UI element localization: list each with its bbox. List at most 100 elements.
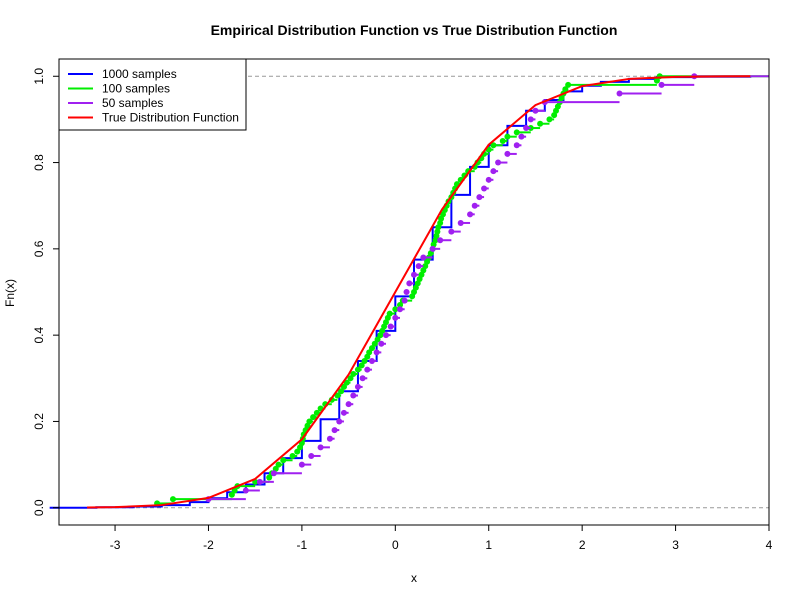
ecdf-point — [420, 254, 427, 261]
ecdf-point — [313, 409, 320, 416]
ecdf-point — [396, 301, 403, 308]
ecdf-point — [392, 306, 399, 313]
x-axis: -3 -2 -1 0 1 2 3 4 — [110, 525, 773, 552]
ecdf-point — [350, 370, 357, 377]
y-tick-label: 0.0 — [32, 499, 46, 516]
ecdf-point — [448, 228, 455, 235]
ecdf-point — [490, 142, 497, 149]
ecdf-point — [513, 142, 520, 149]
ecdf-point — [401, 297, 408, 304]
ecdf-point — [306, 418, 313, 425]
ecdf-point — [326, 435, 333, 442]
x-tick-label: 3 — [672, 538, 679, 552]
y-tick-label: 0.2 — [32, 413, 46, 430]
ecdf-point — [396, 306, 403, 313]
ecdf-point — [373, 349, 380, 356]
y-tick-label: 0.4 — [32, 326, 46, 343]
legend-label: True Distribution Function — [102, 111, 239, 125]
legend-label: 1000 samples — [102, 67, 177, 81]
ecdf-point — [471, 202, 478, 209]
ecdf-point — [495, 159, 502, 166]
ecdf-point — [359, 375, 366, 382]
x-tick-label: 4 — [766, 538, 773, 552]
ecdf-point — [537, 120, 544, 127]
series-1000-samples — [49, 75, 752, 509]
ecdf-point — [231, 487, 238, 494]
ecdf-point — [490, 168, 497, 175]
ecdf-point — [499, 137, 506, 144]
ecdf-point — [242, 487, 249, 494]
ecdf-point — [504, 150, 511, 157]
ecdf-point — [338, 388, 345, 395]
ecdf-point — [354, 366, 361, 373]
ecdf-point — [565, 81, 572, 88]
ecdf-point — [374, 336, 381, 343]
plot-area — [49, 58, 770, 526]
ecdf-point — [340, 409, 347, 416]
ecdf-point — [429, 245, 436, 252]
series-line — [87, 75, 751, 509]
series-50-samples — [205, 73, 769, 503]
ecdf-point — [653, 77, 660, 84]
ecdf-point — [280, 457, 287, 464]
ecdf-point — [350, 392, 357, 399]
ecdf-point — [371, 340, 378, 347]
ecdf-point — [386, 310, 393, 317]
ecdf-point — [358, 362, 365, 369]
ecdf-point — [658, 81, 665, 88]
ecdf-point — [546, 116, 553, 123]
ecdf-point — [457, 219, 464, 226]
ecdf-point — [616, 90, 623, 97]
ecdf-point — [228, 491, 235, 498]
ecdf-point — [562, 86, 569, 93]
ecdf-point — [334, 392, 341, 399]
x-tick-label: 1 — [485, 538, 492, 552]
ecdf-point — [382, 332, 389, 339]
ecdf-point — [467, 211, 474, 218]
ecdf-point — [411, 271, 417, 278]
y-tick-label: 0.8 — [32, 154, 46, 171]
series-true-distribution-function — [87, 75, 751, 509]
ecdf-point — [347, 375, 354, 382]
ecdf-point — [266, 474, 273, 481]
ecdf-point — [504, 133, 511, 140]
ecdf-point — [340, 383, 347, 390]
ecdf-point — [392, 314, 399, 321]
series-100-samples — [154, 73, 769, 507]
ecdf-point — [406, 280, 413, 287]
legend-label: 100 samples — [102, 82, 170, 96]
x-tick-label: 2 — [579, 538, 586, 552]
x-tick-label: -1 — [297, 538, 308, 552]
ecdf-point — [378, 340, 385, 347]
ecdf-point — [308, 452, 315, 459]
ecdf-point — [476, 194, 483, 201]
ecdf-point — [368, 358, 375, 365]
ecdf-point — [289, 452, 296, 459]
ecdf-point — [169, 496, 176, 503]
ecdf-point — [518, 133, 525, 140]
ecdf-point — [317, 444, 324, 451]
ecdf-point — [336, 418, 343, 425]
ecdf-point — [364, 366, 371, 373]
series-step-line — [49, 75, 752, 509]
chart-title: Empirical Distribution Function vs True … — [211, 22, 618, 38]
ecdf-point — [366, 349, 373, 356]
series-layer — [49, 73, 769, 509]
x-tick-label: -2 — [203, 538, 214, 552]
ecdf-point — [368, 345, 375, 352]
y-axis: 0.0 0.2 0.4 0.6 0.8 1.0 — [32, 68, 59, 516]
ecdf-point — [310, 414, 317, 421]
ecdf-point — [523, 125, 530, 132]
ecdf-point — [270, 470, 277, 477]
ecdf-point — [415, 263, 422, 270]
ecdf-point — [256, 478, 263, 485]
ecdf-point — [437, 237, 444, 244]
legend-label: 50 samples — [102, 96, 163, 110]
ecdf-point — [345, 401, 352, 408]
y-tick-label: 1.0 — [32, 68, 46, 85]
ecdf-point — [331, 427, 338, 434]
ecdf-point — [527, 116, 534, 123]
y-axis-label: Fn(x) — [3, 279, 17, 307]
